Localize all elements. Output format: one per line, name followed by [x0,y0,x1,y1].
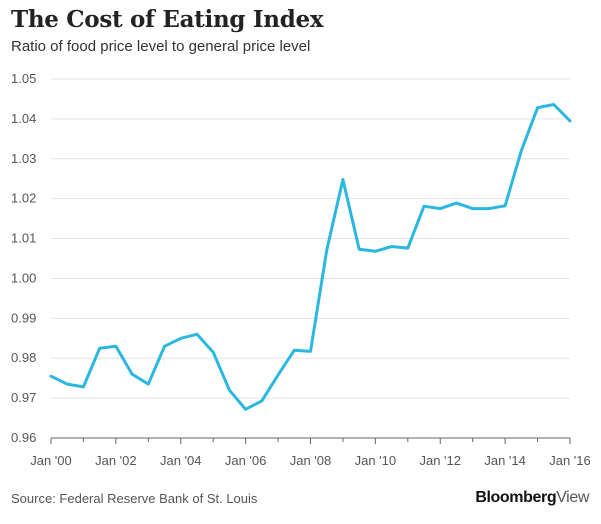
x-tick-label: Jan '14 [484,453,526,468]
series-line [49,103,572,411]
y-tick-label: 1.04 [11,111,36,126]
x-tick-label: Jan '00 [30,453,72,468]
x-tick-label: Jan '08 [290,453,332,468]
gridlines [51,78,570,399]
y-tick-label: 1.00 [11,270,36,285]
x-tick-label: Jan '10 [355,453,397,468]
y-axis: 0.96 0.97 0.98 0.99 1.00 1.01 1.02 1.03 1.04 1.05 [11,71,36,445]
x-tick-label: Jan '16 [549,453,591,468]
x-tick-label: Jan '06 [225,453,267,468]
chart-title: The Cost of Eating Index [11,6,324,33]
y-tick-label: 1.01 [11,231,36,246]
y-tick-label: 0.97 [11,390,36,405]
series [49,103,572,411]
y-tick-label: 1.02 [11,191,36,206]
y-tick-label: 0.99 [11,310,36,325]
x-axis: Jan '00 Jan '02 Jan '04 Jan '06 Jan '08 Jan '… [30,437,591,468]
chart-subtitle: Ratio of food price level to general pri… [11,38,311,55]
x-tick-label: Jan '04 [160,453,202,468]
source-note: Source: Federal Reserve Bank of St. Loui… [11,491,258,506]
x-tick-label: Jan '12 [419,453,461,468]
y-tick-label: 0.98 [11,350,36,365]
x-tick-label: Jan '02 [95,453,137,468]
brand-sub: View [556,489,589,506]
y-tick-label: 1.03 [11,151,36,166]
brand-main: Bloomberg [475,489,557,506]
y-tick-label: 0.96 [11,430,36,445]
brand-logo: BloombergView [475,489,589,507]
y-tick-label: 1.05 [11,71,36,86]
